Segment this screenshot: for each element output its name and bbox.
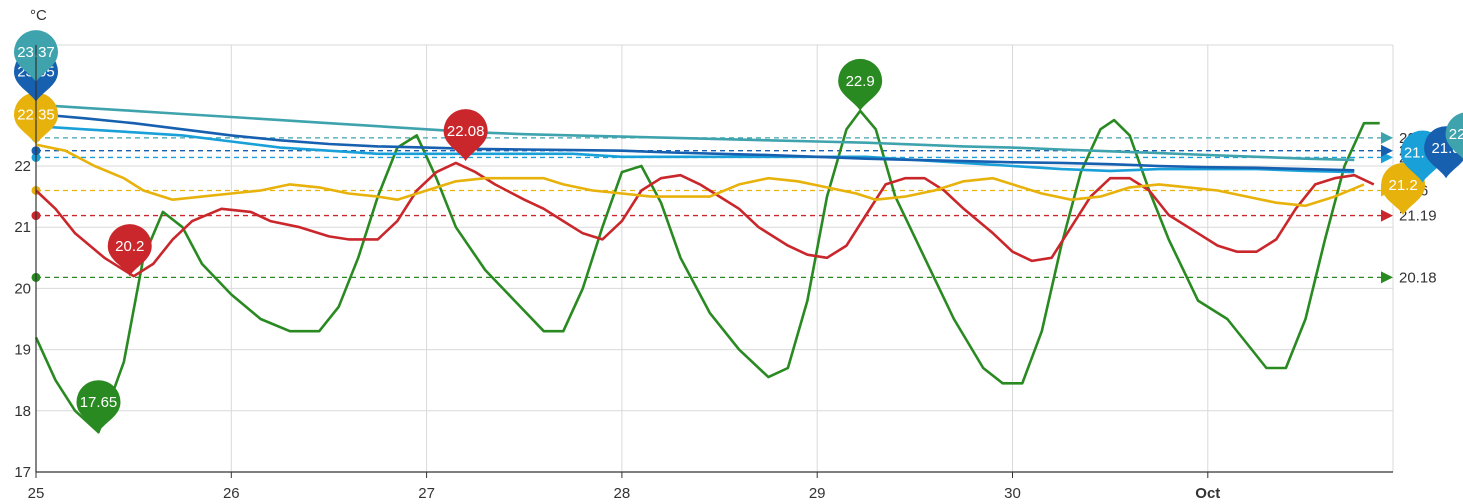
y-tick-label-17: 17 [14,464,31,481]
x-tick-label-27: 27 [418,485,435,502]
grid-layer [35,44,1394,473]
series-layer [34,103,1380,434]
average-arrow-6 [1381,131,1393,144]
x-tick-label-26: 26 [223,485,240,502]
x-tick-label-Oct: Oct [1195,485,1220,502]
series-2-min-label: 20.2 [115,238,144,255]
series-1-max-label: 22.9 [846,73,875,90]
average-arrow-5 [1381,144,1393,157]
y-tick-label-21: 21 [14,219,31,236]
series-line-4 [35,124,1355,174]
average-arrow-2 [1381,209,1393,222]
series-2-max-label: 22.08 [447,123,485,140]
series-line-6 [35,103,1355,162]
y-tick-label-20: 20 [14,280,31,297]
x-tick-label-29: 29 [809,485,826,502]
series-1-min-label: 17.65 [80,394,118,411]
series-3-min-label: 21.2 [1388,177,1417,194]
series-2-max-pin [443,109,488,162]
series-1-min-pin [76,380,121,433]
series-1-max-pin [838,58,883,111]
y-tick-label-22: 22 [14,158,31,175]
series-6-min-label: 22.03 [1449,126,1463,143]
series-line-5 [35,112,1355,172]
average-label-1: 20.18 [1399,269,1437,286]
series-line-3 [35,143,1365,208]
x-tick-label-28: 28 [614,485,631,502]
series-line-1 [34,109,1380,434]
y-tick-label-18: 18 [14,403,31,420]
marker-layer: 22.917.6522.0820.222.3521.221.7323.0521.… [14,30,1463,433]
y-axis-unit-label: °C [30,7,47,24]
series-2-min-pin [107,224,152,277]
series-line-2 [35,161,1375,278]
y-tick-label-19: 19 [14,342,31,359]
series-6-min-pin [1445,112,1463,159]
axis-layer: 17 18 19 20 21 22 25 26 27 28 29 30 Oct [14,45,1393,502]
average-label-2: 21.19 [1399,208,1437,225]
average-arrow-1 [1381,271,1393,284]
series-3-min-pin [1381,162,1426,215]
x-tick-label-25: 25 [28,485,45,502]
x-tick-label-30: 30 [1004,485,1021,502]
